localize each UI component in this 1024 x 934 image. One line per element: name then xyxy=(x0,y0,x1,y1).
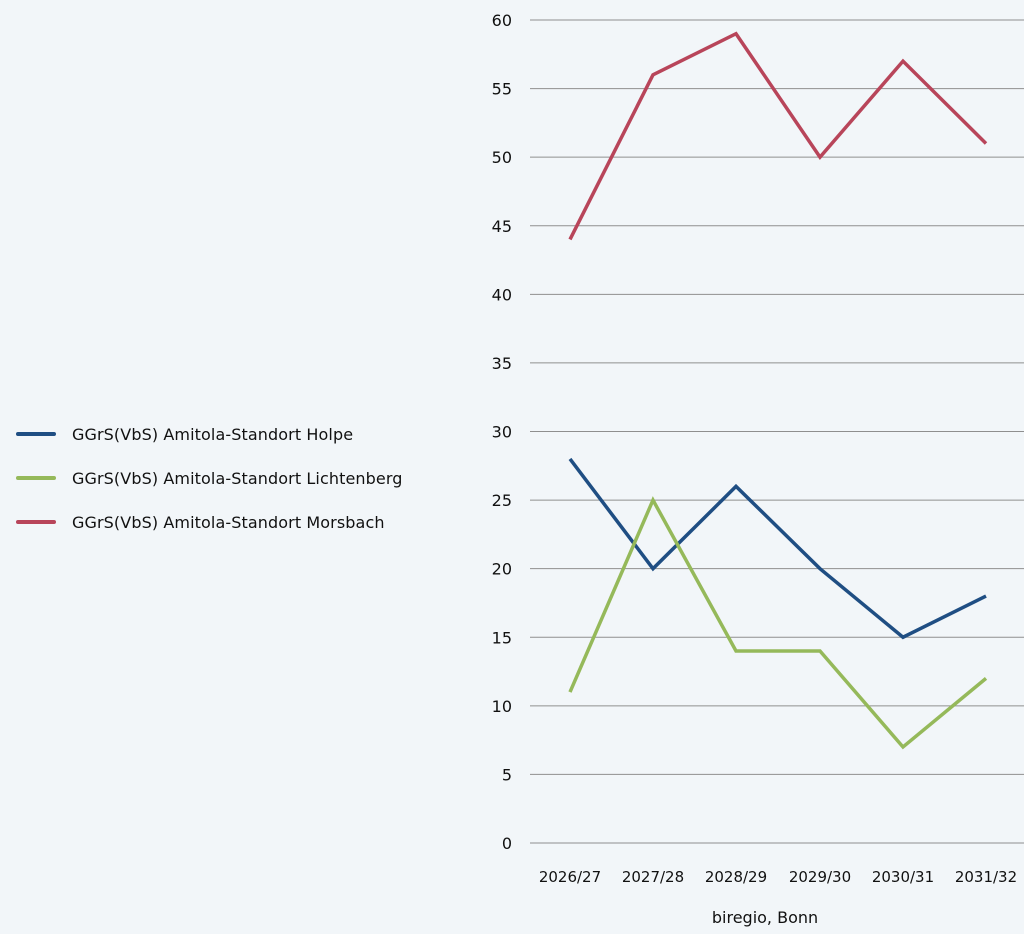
source-note: biregio, Bonn xyxy=(711,908,819,927)
x-tick-label: 2028/29 xyxy=(705,868,767,886)
y-tick-label: 40 xyxy=(492,285,512,304)
y-tick-label: 50 xyxy=(492,148,512,167)
x-tick-label: 2031/32 xyxy=(955,868,1017,886)
y-tick-label: 10 xyxy=(492,697,512,716)
legend-label-lichtenberg: GGrS(VbS) Amitola-Standort Lichtenberg xyxy=(72,468,403,488)
x-tick-label: 2030/31 xyxy=(872,868,934,886)
legend-label-morsbach: GGrS(VbS) Amitola-Standort Morsbach xyxy=(72,512,385,532)
grid-lines xyxy=(530,19,1024,844)
y-tick-label: 0 xyxy=(502,834,512,853)
legend: GGrS(VbS) Amitola-Standort Holpe GGrS(Vb… xyxy=(16,412,403,544)
y-tick-label: 30 xyxy=(492,423,512,442)
y-tick-label: 15 xyxy=(492,628,512,647)
y-tick-label: 20 xyxy=(492,560,512,579)
y-axis-ticks: 0 5 10 15 20 25 30 35 40 45 50 55 60 xyxy=(492,11,512,853)
y-tick-label: 60 xyxy=(492,11,512,30)
legend-swatch-morsbach xyxy=(16,520,56,524)
y-tick-label: 5 xyxy=(502,765,512,784)
y-tick-label: 25 xyxy=(492,491,512,510)
series-line-1 xyxy=(568,496,988,750)
y-tick-label: 55 xyxy=(492,80,512,99)
y-tick-label: 45 xyxy=(492,217,512,236)
x-tick-label: 2029/30 xyxy=(789,868,851,886)
y-tick-label: 35 xyxy=(492,354,512,373)
legend-label-holpe: GGrS(VbS) Amitola-Standort Holpe xyxy=(72,424,354,444)
legend-swatch-lichtenberg xyxy=(16,476,56,480)
x-tick-label: 2026/27 xyxy=(539,868,601,886)
legend-item-lichtenberg: GGrS(VbS) Amitola-Standort Lichtenberg xyxy=(16,456,403,500)
x-axis-ticks: 2026/27 2027/28 2028/29 2029/30 2030/31 2031/… xyxy=(539,868,1017,886)
series-line-2 xyxy=(568,31,988,241)
legend-item-holpe: GGrS(VbS) Amitola-Standort Holpe xyxy=(16,412,403,456)
x-tick-label: 2027/28 xyxy=(622,868,684,886)
legend-swatch-holpe xyxy=(16,432,56,436)
legend-item-morsbach: GGrS(VbS) Amitola-Standort Morsbach xyxy=(16,500,403,544)
series-lines xyxy=(568,31,988,750)
series-line-0 xyxy=(568,457,987,640)
